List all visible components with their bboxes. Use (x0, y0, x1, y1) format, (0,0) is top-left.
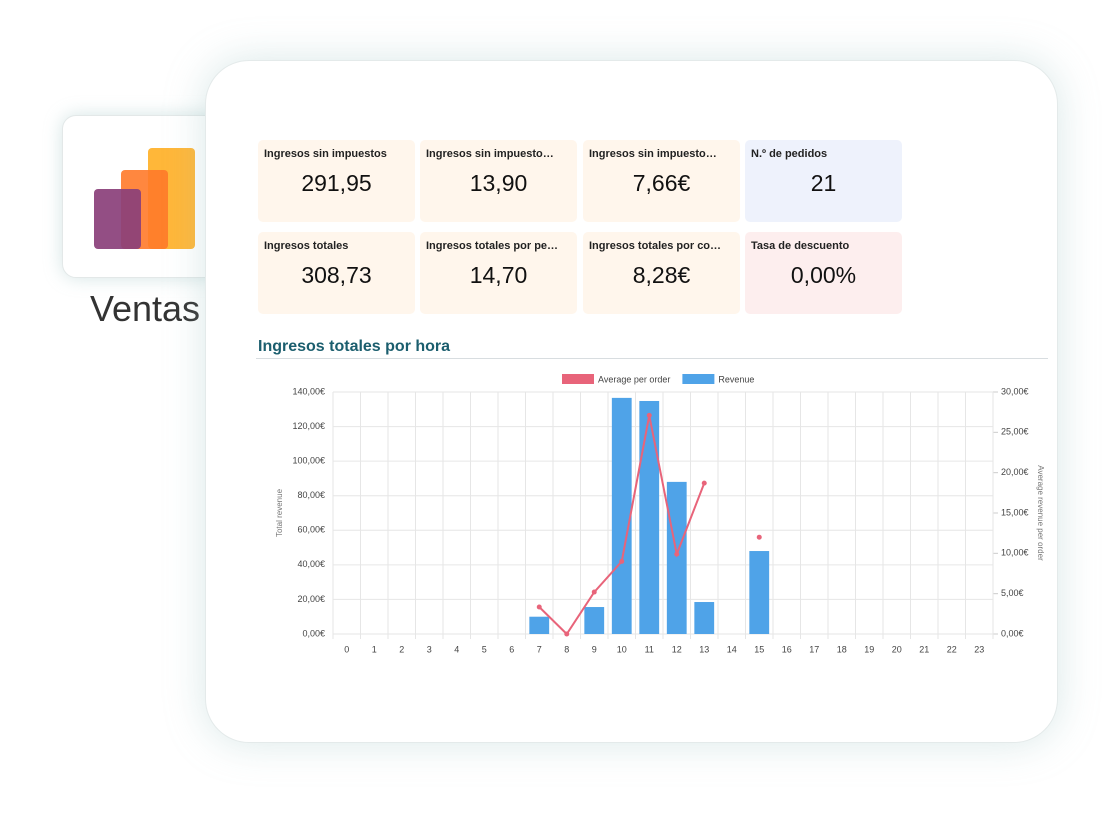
x-tick-label: 4 (454, 644, 459, 654)
line-point (591, 589, 597, 595)
x-tick-label: 3 (427, 644, 432, 654)
x-tick-label: 10 (617, 644, 627, 654)
y-tick-label: 80,00€ (297, 490, 325, 500)
bar (639, 400, 660, 634)
x-tick-label: 7 (537, 644, 542, 654)
y-tick-label: 120,00€ (292, 421, 325, 431)
bar (694, 602, 715, 634)
kpi-label: Ingresos totales por pe… (426, 240, 559, 252)
x-tick-label: 14 (727, 644, 737, 654)
kpi-value: 14,70 (469, 262, 528, 288)
legend-swatch (682, 374, 715, 384)
kpi-card: Ingresos sin impuesto… 13,90 (420, 140, 577, 222)
y2-tick-label: 10,00€ (1001, 548, 1029, 558)
x-tick-label: 9 (592, 644, 597, 654)
kpi-label: Tasa de descuento (751, 240, 850, 252)
kpi-card: Tasa de descuento 0,00% (745, 232, 902, 314)
line-point (564, 631, 570, 637)
kpi-label: Ingresos totales (264, 240, 349, 252)
line-point (674, 551, 680, 557)
x-tick-label: 20 (892, 644, 902, 654)
bar (611, 397, 632, 634)
kpi-value: 21 (810, 170, 837, 196)
kpi-label: Ingresos totales por co… (589, 240, 722, 252)
bar (529, 616, 550, 634)
bar (584, 607, 605, 634)
x-tick-label: 5 (482, 644, 487, 654)
kpi-value: 308,73 (301, 262, 372, 288)
kpi-card: Ingresos totales 308,73 (258, 232, 415, 314)
x-tick-label: 18 (837, 644, 847, 654)
line-point (701, 480, 707, 486)
x-tick-label: 16 (782, 644, 792, 654)
x-tick-label: 1 (372, 644, 377, 654)
y-tick-label: 20,00€ (297, 594, 325, 604)
kpi-value: 0,00% (790, 262, 857, 288)
app-name: Ventas (89, 288, 201, 329)
y2-tick-label: 5,00€ (1001, 588, 1024, 598)
y2-axis-title: Average revenue per order (1036, 465, 1045, 561)
kpi-label: Ingresos sin impuesto… (589, 148, 717, 160)
kpi-card: N.º de pedidos 21 (745, 140, 902, 222)
line-point (756, 534, 762, 540)
x-tick-label: 17 (809, 644, 819, 654)
legend-label: Average per order (598, 374, 670, 384)
app-icon[interactable] (62, 115, 228, 278)
kpi-card: Ingresos sin impuestos 291,95 (258, 140, 415, 222)
kpi-card: Ingresos sin impuesto… 7,66€ (583, 140, 740, 222)
x-tick-label: 11 (645, 644, 654, 654)
kpi-label: N.º de pedidos (751, 148, 828, 160)
x-tick-label: 15 (754, 644, 764, 654)
kpi-card: Ingresos totales por co… 8,28€ (583, 232, 740, 314)
app-logo (94, 148, 195, 249)
kpi-value: 7,66€ (632, 170, 691, 196)
kpi-label: Ingresos sin impuestos (264, 148, 387, 160)
x-tick-label: 12 (672, 644, 682, 654)
y-tick-label: 0,00€ (302, 628, 325, 638)
x-tick-label: 22 (947, 644, 957, 654)
x-tick-label: 0 (344, 644, 349, 654)
y-tick-label: 40,00€ (297, 559, 325, 569)
kpi-card: Ingresos totales por pe… 14,70 (420, 232, 577, 314)
bar (749, 551, 770, 634)
section-title: Ingresos totales por hora (258, 338, 451, 355)
x-tick-label: 6 (509, 644, 514, 654)
y2-tick-label: 15,00€ (1001, 507, 1029, 517)
line-point (646, 412, 652, 418)
section-rule (256, 358, 1048, 359)
line-point (536, 604, 542, 610)
x-tick-label: 2 (399, 644, 404, 654)
y-tick-label: 60,00€ (297, 525, 325, 535)
y-tick-label: 100,00€ (292, 456, 325, 466)
kpi-label: Ingresos sin impuesto… (426, 148, 554, 160)
y2-tick-label: 20,00€ (1001, 467, 1029, 477)
kpi-value: 291,95 (301, 170, 372, 196)
x-tick-label: 8 (564, 644, 569, 654)
y2-tick-label: 0,00€ (1001, 628, 1024, 638)
y2-tick-label: 30,00€ (1001, 386, 1029, 396)
x-tick-label: 21 (919, 644, 929, 654)
y-tick-label: 140,00€ (292, 386, 325, 396)
legend-swatch (562, 374, 594, 384)
kpi-value: 8,28€ (632, 262, 691, 288)
x-tick-label: 23 (974, 644, 984, 654)
line-point (619, 558, 625, 564)
y-axis-title: Total revenue (275, 488, 284, 537)
x-tick-label: 13 (699, 644, 709, 654)
x-tick-label: 19 (864, 644, 874, 654)
y2-tick-label: 25,00€ (1001, 427, 1029, 437)
kpi-value: 13,90 (469, 170, 528, 196)
bar (666, 481, 687, 634)
legend-label: Revenue (718, 374, 754, 384)
